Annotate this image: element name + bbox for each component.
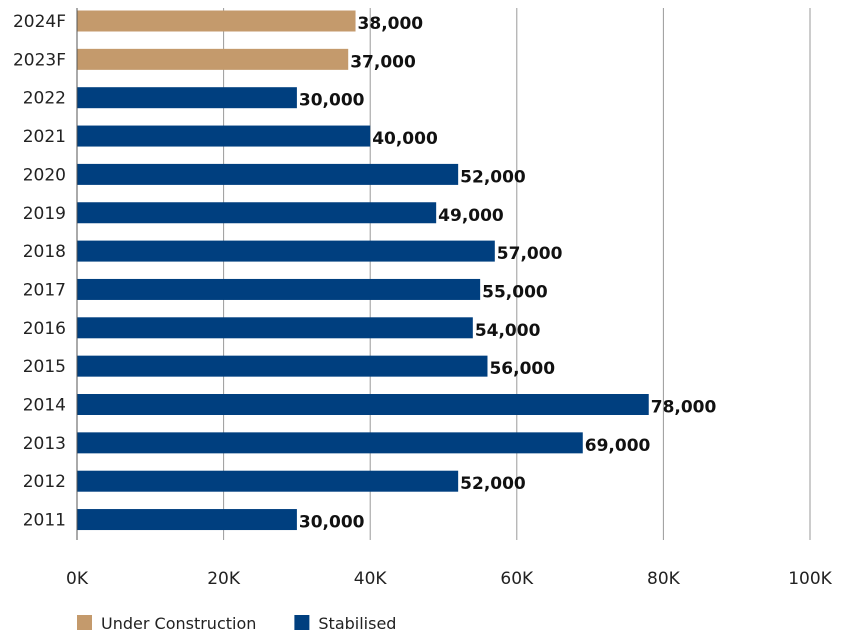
bar-2024F <box>77 10 356 32</box>
category-label: 2011 <box>23 511 66 531</box>
category-label: 2015 <box>23 357 66 377</box>
bar-2016 <box>77 317 473 339</box>
value-label: 69,000 <box>585 436 651 456</box>
legend-label: Under Construction <box>101 614 256 633</box>
category-label: 2014 <box>23 396 66 416</box>
x-tick-label: 40K <box>354 569 388 589</box>
x-tick-label: 20K <box>207 569 241 589</box>
value-label: 49,000 <box>438 206 504 226</box>
category-label: 2021 <box>23 127 66 147</box>
gridlines <box>223 8 811 540</box>
value-label: 54,000 <box>475 321 541 341</box>
value-label: 37,000 <box>350 52 416 72</box>
category-label: 2016 <box>23 319 66 339</box>
legend-label: Stabilised <box>318 614 396 633</box>
bar-2017 <box>77 278 481 300</box>
category-label: 2019 <box>23 204 66 224</box>
value-label: 40,000 <box>372 129 438 149</box>
axis: 0K 20K 40K 60K 80K 100K <box>66 8 833 589</box>
bar-2021 <box>77 125 371 147</box>
labels: 2024F 38,000 2023F 37,000 2022 30,000 2021 40,0… <box>13 12 717 533</box>
category-label: 2017 <box>23 280 66 300</box>
category-label: 2024F <box>13 12 66 32</box>
value-label: 55,000 <box>482 282 548 302</box>
bar-2018 <box>77 240 495 262</box>
value-label: 57,000 <box>497 244 563 264</box>
category-label: 2012 <box>23 472 66 492</box>
value-label: 30,000 <box>299 91 365 111</box>
bar-2020 <box>77 163 459 185</box>
category-label: 2013 <box>23 434 66 454</box>
value-label: 56,000 <box>489 359 555 379</box>
x-tick-label: 100K <box>788 569 832 589</box>
value-label: 78,000 <box>651 398 717 418</box>
value-label: 52,000 <box>460 167 526 187</box>
legend-swatch <box>77 615 92 630</box>
category-label: 2018 <box>23 242 66 262</box>
category-label: 2020 <box>23 165 66 185</box>
x-tick-label: 60K <box>500 569 534 589</box>
x-tick-label: 80K <box>647 569 681 589</box>
value-label: 38,000 <box>358 14 424 34</box>
x-tick-label: 0K <box>66 569 89 589</box>
bar-2023F <box>77 48 349 70</box>
bar-2015 <box>77 355 488 377</box>
bars <box>77 10 649 531</box>
bar-2011 <box>77 509 297 531</box>
value-label: 52,000 <box>460 474 526 494</box>
legend-swatch <box>294 615 310 630</box>
bar-2014 <box>77 394 649 415</box>
bar-2019 <box>77 202 437 224</box>
bar-2013 <box>77 432 583 454</box>
category-label: 2022 <box>23 89 66 109</box>
bar-2012 <box>77 470 459 492</box>
legend: Under Construction Stabilised <box>77 614 396 633</box>
bar-2022 <box>77 87 297 109</box>
value-label: 30,000 <box>299 513 365 533</box>
category-label: 2023F <box>13 50 66 70</box>
